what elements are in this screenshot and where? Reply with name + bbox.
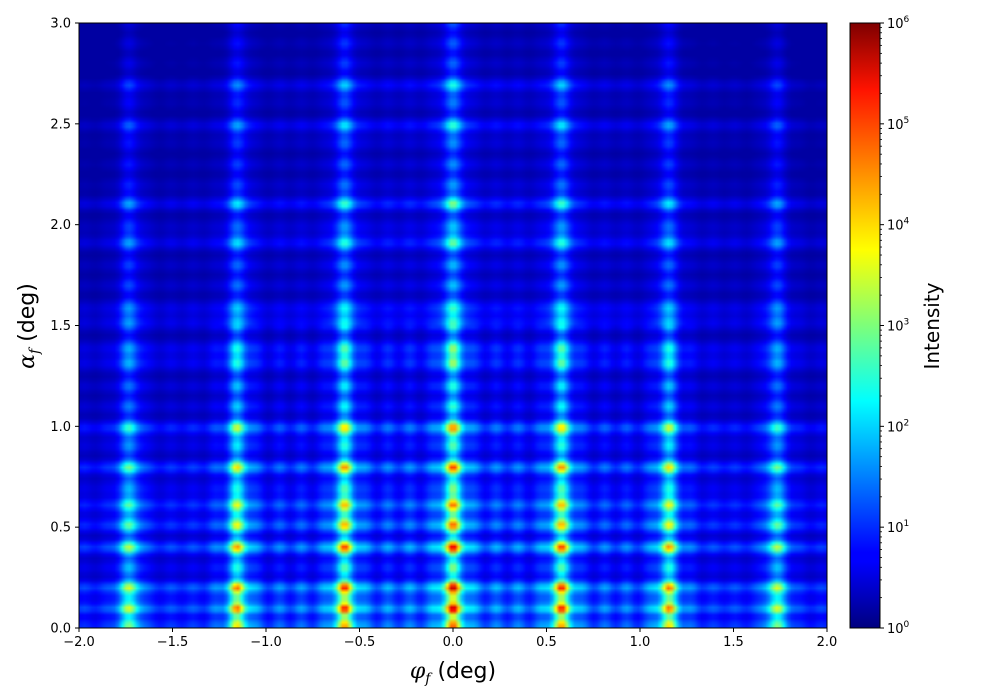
x-tick-label: −1.5: [157, 635, 189, 650]
y-tick-label: 0.0: [50, 622, 71, 637]
colorbar-tick-label: 101: [887, 519, 909, 536]
colorbar: [850, 23, 880, 628]
x-tick-label: 2.0: [817, 635, 838, 650]
y-tick-label: 1.0: [50, 420, 71, 435]
heatmap-image: [79, 23, 827, 628]
colorbar-tick-label: 106: [887, 15, 910, 32]
x-tick-label: −0.5: [344, 635, 376, 650]
y-tick-label: 1.5: [50, 319, 71, 334]
colorbar-tick-label: 102: [887, 418, 909, 435]
y-axis: 0.0 0.5 1.0 1.5 2.0 2.5 3.0: [50, 17, 79, 637]
y-axis-label: αf (deg): [15, 283, 43, 369]
colorbar-tick-label: 104: [887, 217, 910, 234]
x-tick-label: 0.5: [536, 635, 557, 650]
x-tick-label: −1.0: [250, 635, 282, 650]
y-tick-label: 2.0: [50, 218, 71, 233]
heatmap: [79, 23, 827, 628]
y-tick-label: 2.5: [50, 117, 71, 132]
x-axis-label: φf (deg): [410, 659, 496, 687]
x-axis: −2.0 −1.5 −1.0 −0.5 0.0 0.5 1.0 1.5 2.0: [63, 628, 837, 650]
colorbar-tick-label: 100: [887, 620, 910, 637]
x-tick-label: 0.0: [443, 635, 464, 650]
y-tick-label: 3.0: [50, 17, 71, 32]
colorbar-tick-label: 103: [887, 318, 909, 335]
colorbar-ticks: 100 101 102 103 104 105 106: [880, 15, 910, 637]
colorbar-tick-label: 105: [887, 116, 909, 133]
colorbar-label: Intensity: [920, 282, 944, 369]
y-tick-label: 0.5: [50, 521, 71, 536]
x-tick-label: −2.0: [63, 635, 95, 650]
x-tick-label: 1.5: [723, 635, 744, 650]
x-tick-label: 1.0: [630, 635, 651, 650]
